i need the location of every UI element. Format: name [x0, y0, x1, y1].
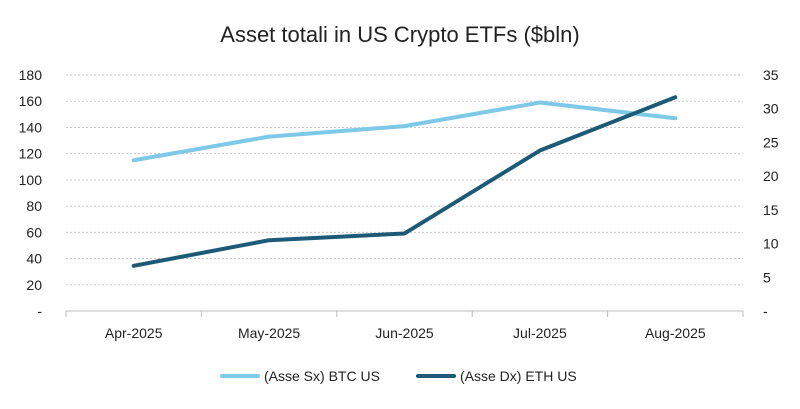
left-tick-label: -	[37, 303, 42, 319]
grid-lines	[66, 74, 743, 286]
left-tick-label: 120	[19, 146, 43, 162]
left-tick-label: 140	[19, 119, 43, 135]
left-axis-ticks: - 20 40 60 80 100 120 140 160 180	[19, 67, 43, 319]
series-lines	[131, 95, 678, 268]
x-axis-ticks: Apr-2025 May-2025 Jun-2025 Jul-2025 Aug-2025	[105, 325, 706, 341]
right-tick-label: -	[763, 303, 768, 319]
right-tick-label: 15	[763, 202, 779, 218]
x-tick-label: Jul-2025	[513, 325, 567, 341]
legend-label: (Asse Dx) ETH US	[460, 368, 577, 384]
left-tick-label: 40	[26, 251, 42, 267]
left-tick-label: 80	[26, 198, 42, 214]
left-tick-label: 60	[26, 224, 42, 240]
right-tick-label: 25	[763, 134, 779, 150]
right-tick-label: 35	[763, 67, 779, 83]
x-tick-label: Apr-2025	[105, 325, 163, 341]
left-tick-label: 160	[19, 93, 43, 109]
series-line-eth	[131, 95, 678, 268]
right-tick-label: 5	[763, 269, 771, 285]
axes	[65, 310, 744, 317]
left-tick-label: 20	[26, 277, 42, 293]
legend: (Asse Sx) BTC US (Asse Dx) ETH US	[220, 368, 577, 384]
x-tick-label: May-2025	[238, 325, 300, 341]
left-tick-label: 100	[19, 172, 43, 188]
chart-title: Asset totali in US Crypto ETFs ($bln)	[220, 22, 579, 47]
right-tick-label: 20	[763, 168, 779, 184]
right-tick-label: 10	[763, 236, 779, 252]
left-tick-label: 180	[19, 67, 43, 83]
right-tick-label: 30	[763, 101, 779, 117]
x-tick-label: Jun-2025	[375, 325, 434, 341]
series-line-btc	[131, 100, 678, 163]
legend-label: (Asse Sx) BTC US	[264, 368, 380, 384]
x-tick-label: Aug-2025	[645, 325, 706, 341]
right-axis-ticks: - 5 10 15 20 25 30 35	[763, 67, 779, 319]
